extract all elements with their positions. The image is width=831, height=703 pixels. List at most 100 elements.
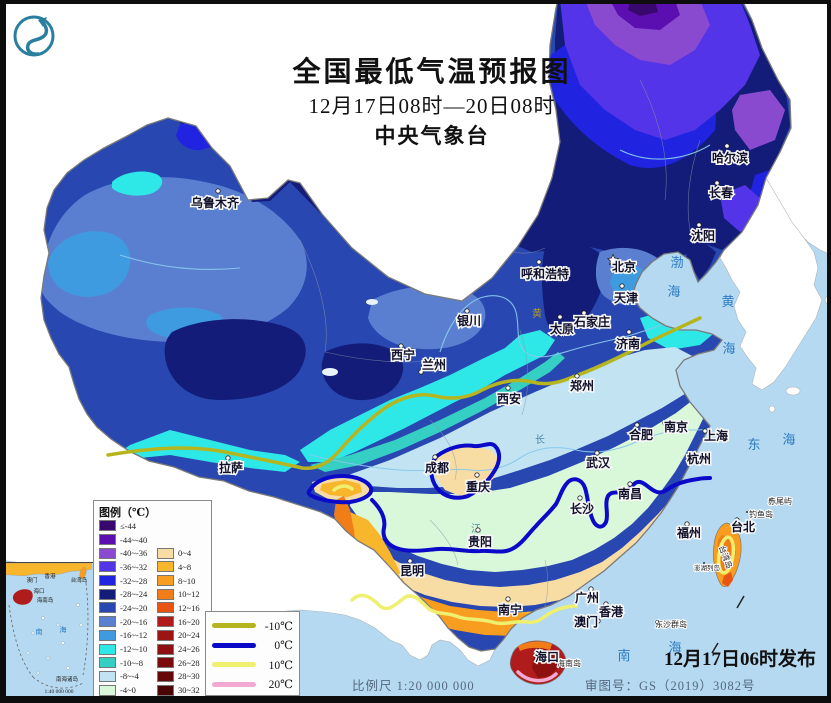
legend-row: 20~24 [157,629,200,643]
city-label: 台北 [731,519,755,534]
island-label: 澎湖列岛 [694,563,720,572]
city-label: 南昌 [618,486,642,501]
legend-swatch [157,657,174,669]
legend-swatch [99,657,116,669]
island-label: 东沙群岛 [655,619,687,629]
legend-swatch [157,547,174,559]
map-scale: 比例尺 1:20 000 000 [352,679,475,693]
sea-label: 渤 [670,255,683,270]
sea-label: 海 [722,341,735,356]
inset-label-macau: 澳门 [26,576,37,584]
inset-sea-label: 南 [36,627,43,636]
legend-row: 8~10 [157,574,200,588]
legend-right-column: 0~4 4~8 8~10 10~12 12~16 16~20 20~24 24~… [157,546,200,697]
sea-label: 南 [617,648,630,663]
island-labels: 台湾岛 澎湖列岛 钓鱼岛 赤尾屿 东沙群岛 海南岛 [556,496,793,669]
south-china-sea-inset: 澳门 香港 台湾岛 海口 海南岛 南 海 南海诸岛 1:40 000 000 [2,562,94,698]
legend-swatch [157,643,174,655]
inset-islands-note: 南海诸岛 [56,675,79,683]
city-label: 广州 [575,590,599,605]
city-label: 南宁 [498,602,522,617]
legend-title: 图例（℃） [99,507,157,519]
legend-swatch [99,520,116,532]
foreign-land [0,0,831,667]
city-markers [215,143,740,654]
contour-plus10 [332,484,736,626]
contour-line-sample [212,623,256,629]
agency-name: 中央气象台 [374,124,490,148]
legend-row: -24~-20 [99,601,147,615]
island-label: 赤尾屿 [768,497,792,506]
legend-row: -4~0 [99,683,147,697]
sea-label: 海 [667,284,680,299]
legend-row: -40~-36 [99,546,147,560]
city-label: 太原 [550,321,574,336]
legend-swatch [99,588,116,600]
inset-label-haikou: 海口 [33,587,44,595]
city-label: 成都 [425,460,449,475]
contour-plus20 [516,670,558,683]
city-label: 呼和浩特 [521,266,569,281]
city-label: 西安 [497,391,521,406]
legend-row: -12~-10 [99,642,147,656]
map-hatch-marks [711,595,745,654]
approval-number: 审图号：GS（2019）3082号 [585,679,756,693]
legend-row: -16~-12 [99,629,147,643]
legend-swatch [157,575,174,587]
city-label: 西宁 [391,347,415,362]
city-label: 上海 [704,428,728,443]
legend-row: 0~4 [157,546,200,560]
legend-swatch [157,670,174,682]
legend-row: 30~32 [157,683,200,697]
legend-swatch [157,616,174,628]
forecast-period: 12月17日08时—20日08时 [308,94,556,118]
contour-legend-row: 0℃ [212,636,293,656]
city-label: 兰州 [422,357,446,372]
river-label: 长 [535,434,545,446]
river-label: 黄 [532,307,542,320]
island-label: 钓鱼岛 [749,509,773,519]
city-labels: 乌鲁木齐 哈尔滨 长春 沈阳 北京 天津 呼和浩特 银川 太原 石家庄 济南 西… [189,149,756,666]
inset-label-hongkong: 香港 [44,572,56,580]
city-label: 石家庄 [573,314,610,329]
city-label: 银川 [457,313,481,328]
city-label: 昆明 [400,564,424,578]
city-label: 哈尔滨 [712,150,748,165]
city-label: 福州 [676,525,701,540]
city-label: 乌鲁木齐 [191,195,240,210]
legend-row: -32~-28 [99,574,147,588]
contour-minus10 [106,316,702,471]
legend-row: 26~28 [157,656,200,670]
city-label: 沈阳 [691,228,715,243]
legend-row: 16~20 [157,615,200,629]
city-label: 海口 [535,649,559,664]
frame-bottom [0,696,831,703]
contour-legend: -10℃ 0℃ 10℃ 20℃ [205,611,300,696]
release-time: 12月17日06时发布 [663,649,816,670]
legend-swatch [99,602,116,614]
legend-row: 24~26 [157,642,200,656]
legend-swatch [157,588,174,600]
legend-swatch [99,629,116,641]
contour-line-sample [212,681,256,687]
cma-logo [13,15,55,57]
city-label: 南京 [664,419,688,434]
legend-swatch [99,561,116,573]
contour-line-sample [212,662,256,668]
inset-label-taiwan: 台湾岛 [71,576,88,584]
legend-swatch [99,684,116,696]
city-label: 郑州 [570,378,594,393]
sea-label: 黄 [721,294,734,309]
sea-label: 海 [668,640,681,655]
city-label: 澳门 [574,614,598,629]
city-label: 香港 [598,604,624,619]
inset-scale: 1:40 000 000 [44,689,73,695]
contour-legend-row: -10℃ [212,616,293,636]
city-label: 天津 [614,290,638,305]
sea-label: 东 [747,437,760,452]
legend-row: ≤-44 [99,519,147,533]
frame-right [827,0,831,703]
legend-swatch [157,629,174,641]
map-title: 全国最低气温预报图 [292,57,572,88]
